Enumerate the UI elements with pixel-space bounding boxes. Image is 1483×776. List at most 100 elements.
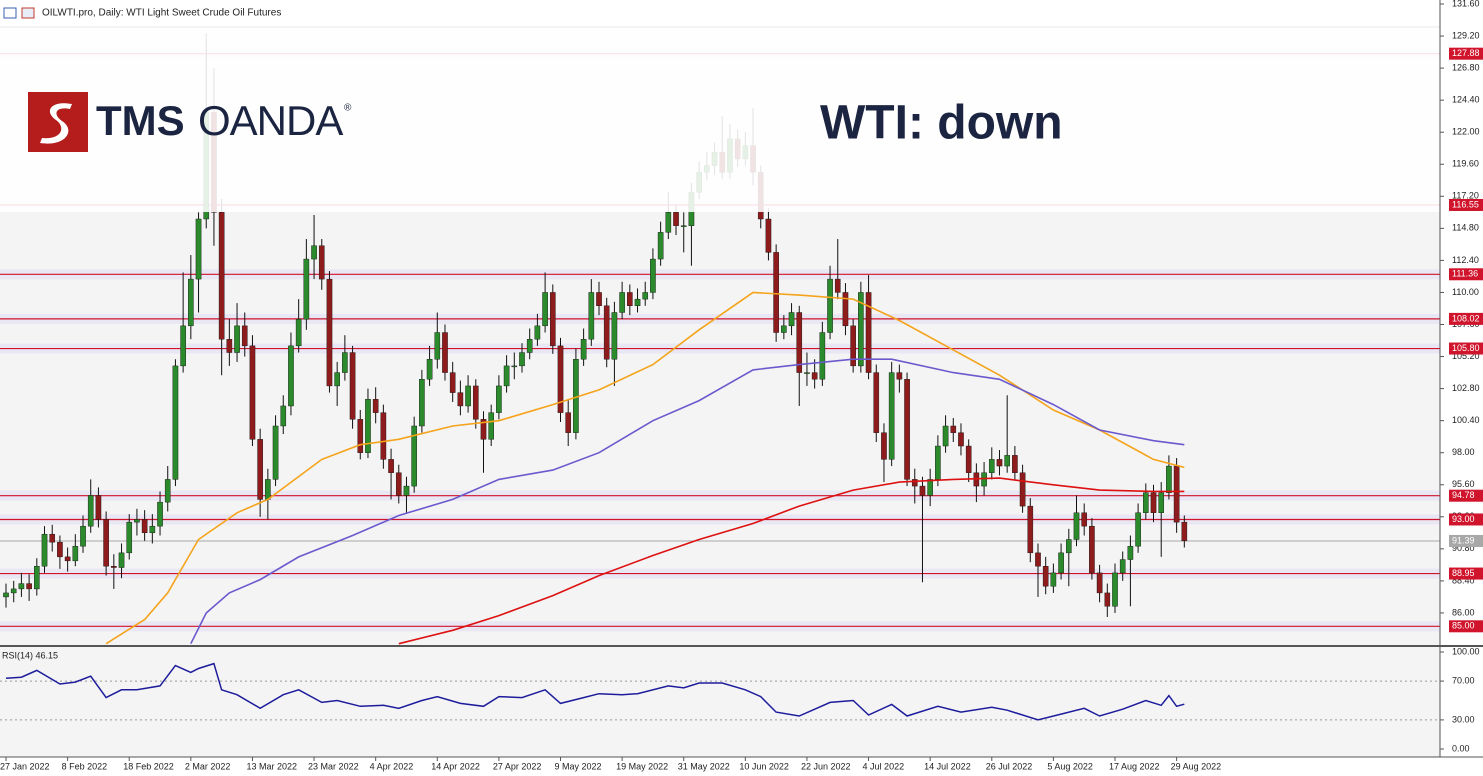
candle-body [580, 338, 587, 360]
y-tick-label: 0.00 [1452, 743, 1470, 753]
candle-body [103, 519, 109, 567]
candle-body [111, 566, 117, 568]
candle-body [164, 479, 171, 503]
logo-brand: TMS [96, 97, 185, 144]
y-tick-label: 70.00 [1452, 675, 1475, 685]
candle-body [1158, 492, 1165, 513]
level-tag [1449, 47, 1483, 60]
candle-body [126, 521, 133, 554]
candle-body [80, 525, 86, 547]
level-label: 111.36 [1452, 269, 1478, 279]
candle-body [141, 519, 148, 534]
candle-body [226, 338, 233, 353]
candle-body [365, 399, 371, 453]
candle-body [34, 566, 40, 590]
x-tick-label: 10 Jun 2022 [739, 761, 789, 771]
y-tick-label: 114.80 [1452, 223, 1479, 233]
x-tick-label: 18 Feb 2022 [123, 761, 174, 771]
candle-body [888, 372, 895, 460]
candle-body [442, 332, 448, 373]
candle-body [988, 459, 995, 473]
x-tick-label: 27 Apr 2022 [493, 761, 542, 771]
level-label: 94.78 [1452, 490, 1475, 500]
candle-body [1035, 552, 1041, 567]
logo-mark [28, 92, 88, 152]
candle-body [773, 252, 779, 333]
y-tick-label: 119.60 [1452, 159, 1479, 169]
x-tick-label: 4 Apr 2022 [370, 761, 414, 771]
level-label: 105.80 [1452, 343, 1480, 353]
candle-body [950, 425, 957, 433]
x-tick-label: 17 Aug 2022 [1109, 761, 1160, 771]
x-tick-label: 29 Aug 2022 [1171, 761, 1222, 771]
candle-body [149, 525, 156, 534]
candle-body [1019, 472, 1026, 507]
candle-body [858, 292, 864, 367]
level-label: 108.02 [1452, 313, 1480, 323]
candle-body [1065, 539, 1072, 554]
candle-body [64, 556, 71, 562]
candle-body [680, 225, 687, 227]
x-tick-label: 26 Jul 2022 [986, 761, 1033, 771]
candle-body [1058, 552, 1064, 574]
x-tick-label: 2 Mar 2022 [185, 761, 231, 771]
candle-body [334, 372, 340, 387]
candle-body [511, 365, 518, 368]
candle-body [10, 588, 17, 594]
y-tick-label: 110.00 [1452, 287, 1479, 297]
logo-brand2: OANDA [198, 97, 343, 144]
date-axis-bg [0, 757, 1483, 776]
candle-body [195, 218, 202, 280]
candle-body [95, 495, 102, 520]
y-tick-label: 90.80 [1452, 543, 1475, 553]
x-tick-label: 14 Apr 2022 [431, 761, 480, 771]
candle-body [811, 372, 818, 380]
icon [3, 7, 17, 19]
candle-body [550, 292, 556, 347]
y-tick-label: 102.80 [1452, 383, 1480, 393]
last-price-tag [1449, 534, 1483, 547]
candle-body [342, 352, 348, 373]
level-tag [1449, 489, 1483, 502]
chart-title: WTI: down [820, 97, 1063, 150]
candle-body [796, 312, 803, 373]
logo-registered: ® [344, 103, 352, 114]
x-tick-label: 31 May 2022 [678, 761, 730, 771]
candle-body [257, 439, 263, 500]
candle-body [218, 212, 225, 340]
candle-body [388, 459, 394, 473]
candle-body [1081, 512, 1087, 527]
candle-body [673, 212, 679, 226]
moving-average [105, 291, 1185, 645]
y-tick-label: 112.40 [1452, 255, 1479, 265]
x-tick-label: 23 Mar 2022 [308, 761, 359, 771]
level-tag [1449, 513, 1483, 526]
x-tick-label: 8 Feb 2022 [62, 761, 108, 771]
logo-s [40, 103, 72, 144]
candle-body [1166, 465, 1172, 493]
candle-body [18, 583, 25, 590]
candle-body [172, 365, 179, 480]
logo: TMS OANDA ® [28, 92, 352, 152]
candle-body [349, 352, 356, 420]
candle-body [611, 312, 618, 360]
candle-body [1096, 572, 1103, 594]
candle-body [627, 292, 633, 307]
candle-body [326, 278, 333, 387]
candle-body [57, 541, 63, 558]
candle-body [41, 533, 48, 567]
candle-body [1089, 525, 1095, 574]
level-tag [1449, 342, 1483, 355]
candle-body [249, 345, 256, 440]
level-label: 93.00 [1452, 514, 1475, 524]
level-label: 127.88 [1452, 48, 1480, 58]
rsi-line [5, 662, 1185, 721]
candle-body [472, 385, 479, 420]
candle-body [650, 258, 656, 293]
candle-body [72, 545, 79, 562]
candle-body [434, 332, 441, 360]
candle-body [596, 292, 602, 307]
candle-body [496, 385, 502, 413]
